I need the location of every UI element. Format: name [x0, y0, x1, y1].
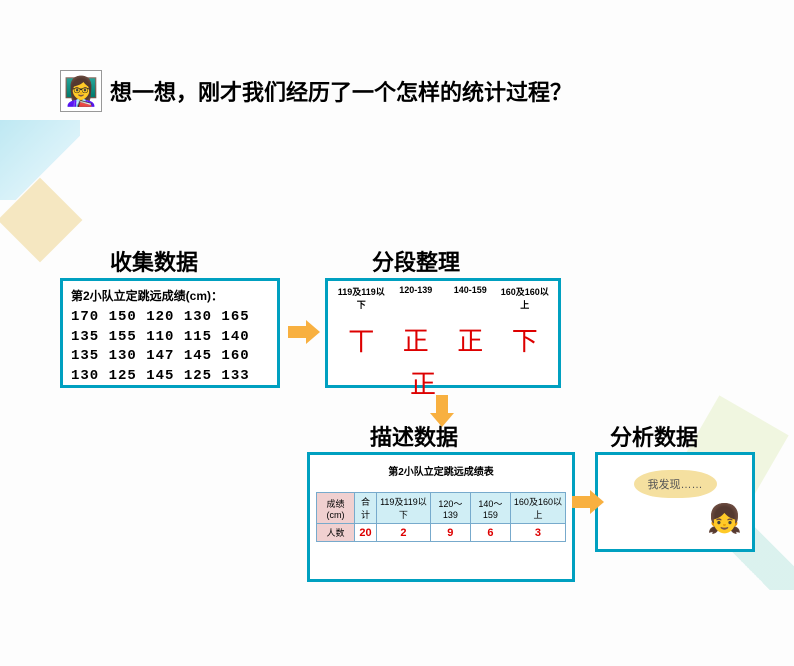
tally-header: 119及119以下 [334, 285, 389, 311]
raw-row: 135 130 147 145 160 [71, 347, 269, 367]
raw-row: 130 125 145 125 133 [71, 367, 269, 387]
tally-mark: 正 [294, 364, 552, 401]
title-row: 👩‍🏫 想一想，刚才我们经历了一个怎样的统计过程？ [60, 70, 794, 112]
raw-data-box: 第2小队立定跳远成绩(cm)： 170 150 120 130 165 135 … [60, 278, 280, 388]
tally-mark: 下 [498, 321, 553, 358]
label-analyze: 分析数据 [610, 420, 698, 452]
tally-header: 140-159 [443, 285, 498, 311]
table-header: 140～159 [470, 493, 510, 524]
tally-row: 丅 正 正 下 [334, 321, 552, 358]
raw-row: 170 150 120 130 165 [71, 308, 269, 328]
tally-header: 160及160以上 [498, 285, 553, 311]
label-segment: 分段整理 [372, 245, 460, 277]
arrow-right-icon [572, 490, 602, 514]
tally-headers: 119及119以下 120-139 140-159 160及160以上 [334, 285, 552, 311]
tally-header: 120-139 [389, 285, 444, 311]
table-header: 119及119以下 [377, 493, 431, 524]
speech-bubble: 我发现…… [634, 470, 717, 498]
raw-data-title: 第2小队立定跳远成绩(cm)： [71, 287, 269, 304]
table-cell: 20 [354, 524, 376, 542]
table-header: 成绩(cm) [317, 493, 355, 524]
page-title: 想一想，刚才我们经历了一个怎样的统计过程？ [110, 75, 572, 107]
tally-mark: 正 [443, 321, 498, 358]
tally-mark: 正 [389, 321, 444, 358]
table-cell: 2 [377, 524, 431, 542]
table-row: 成绩(cm) 合计 119及119以下 120～139 140～159 160及… [317, 493, 566, 524]
summary-table: 成绩(cm) 合计 119及119以下 120～139 140～159 160及… [316, 492, 566, 542]
table-header: 人数 [317, 524, 355, 542]
discovery-box: 我发现…… 👧 [595, 452, 755, 552]
raw-row: 135 155 110 115 140 [71, 328, 269, 348]
tally-box: 119及119以下 120-139 140-159 160及160以上 丅 正 … [325, 278, 561, 388]
student-icon: 👧 [707, 502, 742, 535]
table-cell: 9 [430, 524, 470, 542]
table-cell: 6 [470, 524, 510, 542]
summary-title: 第2小队立定跳远成绩表 [316, 463, 566, 478]
label-collect: 收集数据 [110, 245, 198, 277]
table-header: 160及160以上 [510, 493, 565, 524]
teacher-icon: 👩‍🏫 [60, 70, 102, 112]
table-header: 120～139 [430, 493, 470, 524]
summary-table-box: 第2小队立定跳远成绩表 成绩(cm) 合计 119及119以下 120～139 … [307, 452, 575, 582]
tally-mark: 丅 [334, 321, 389, 358]
arrow-down-icon [430, 395, 454, 425]
table-cell: 3 [510, 524, 565, 542]
table-header: 合计 [354, 493, 376, 524]
raw-data-grid: 170 150 120 130 165 135 155 110 115 140 … [71, 308, 269, 386]
table-row: 人数 20 2 9 6 3 [317, 524, 566, 542]
arrow-right-icon [288, 320, 318, 344]
